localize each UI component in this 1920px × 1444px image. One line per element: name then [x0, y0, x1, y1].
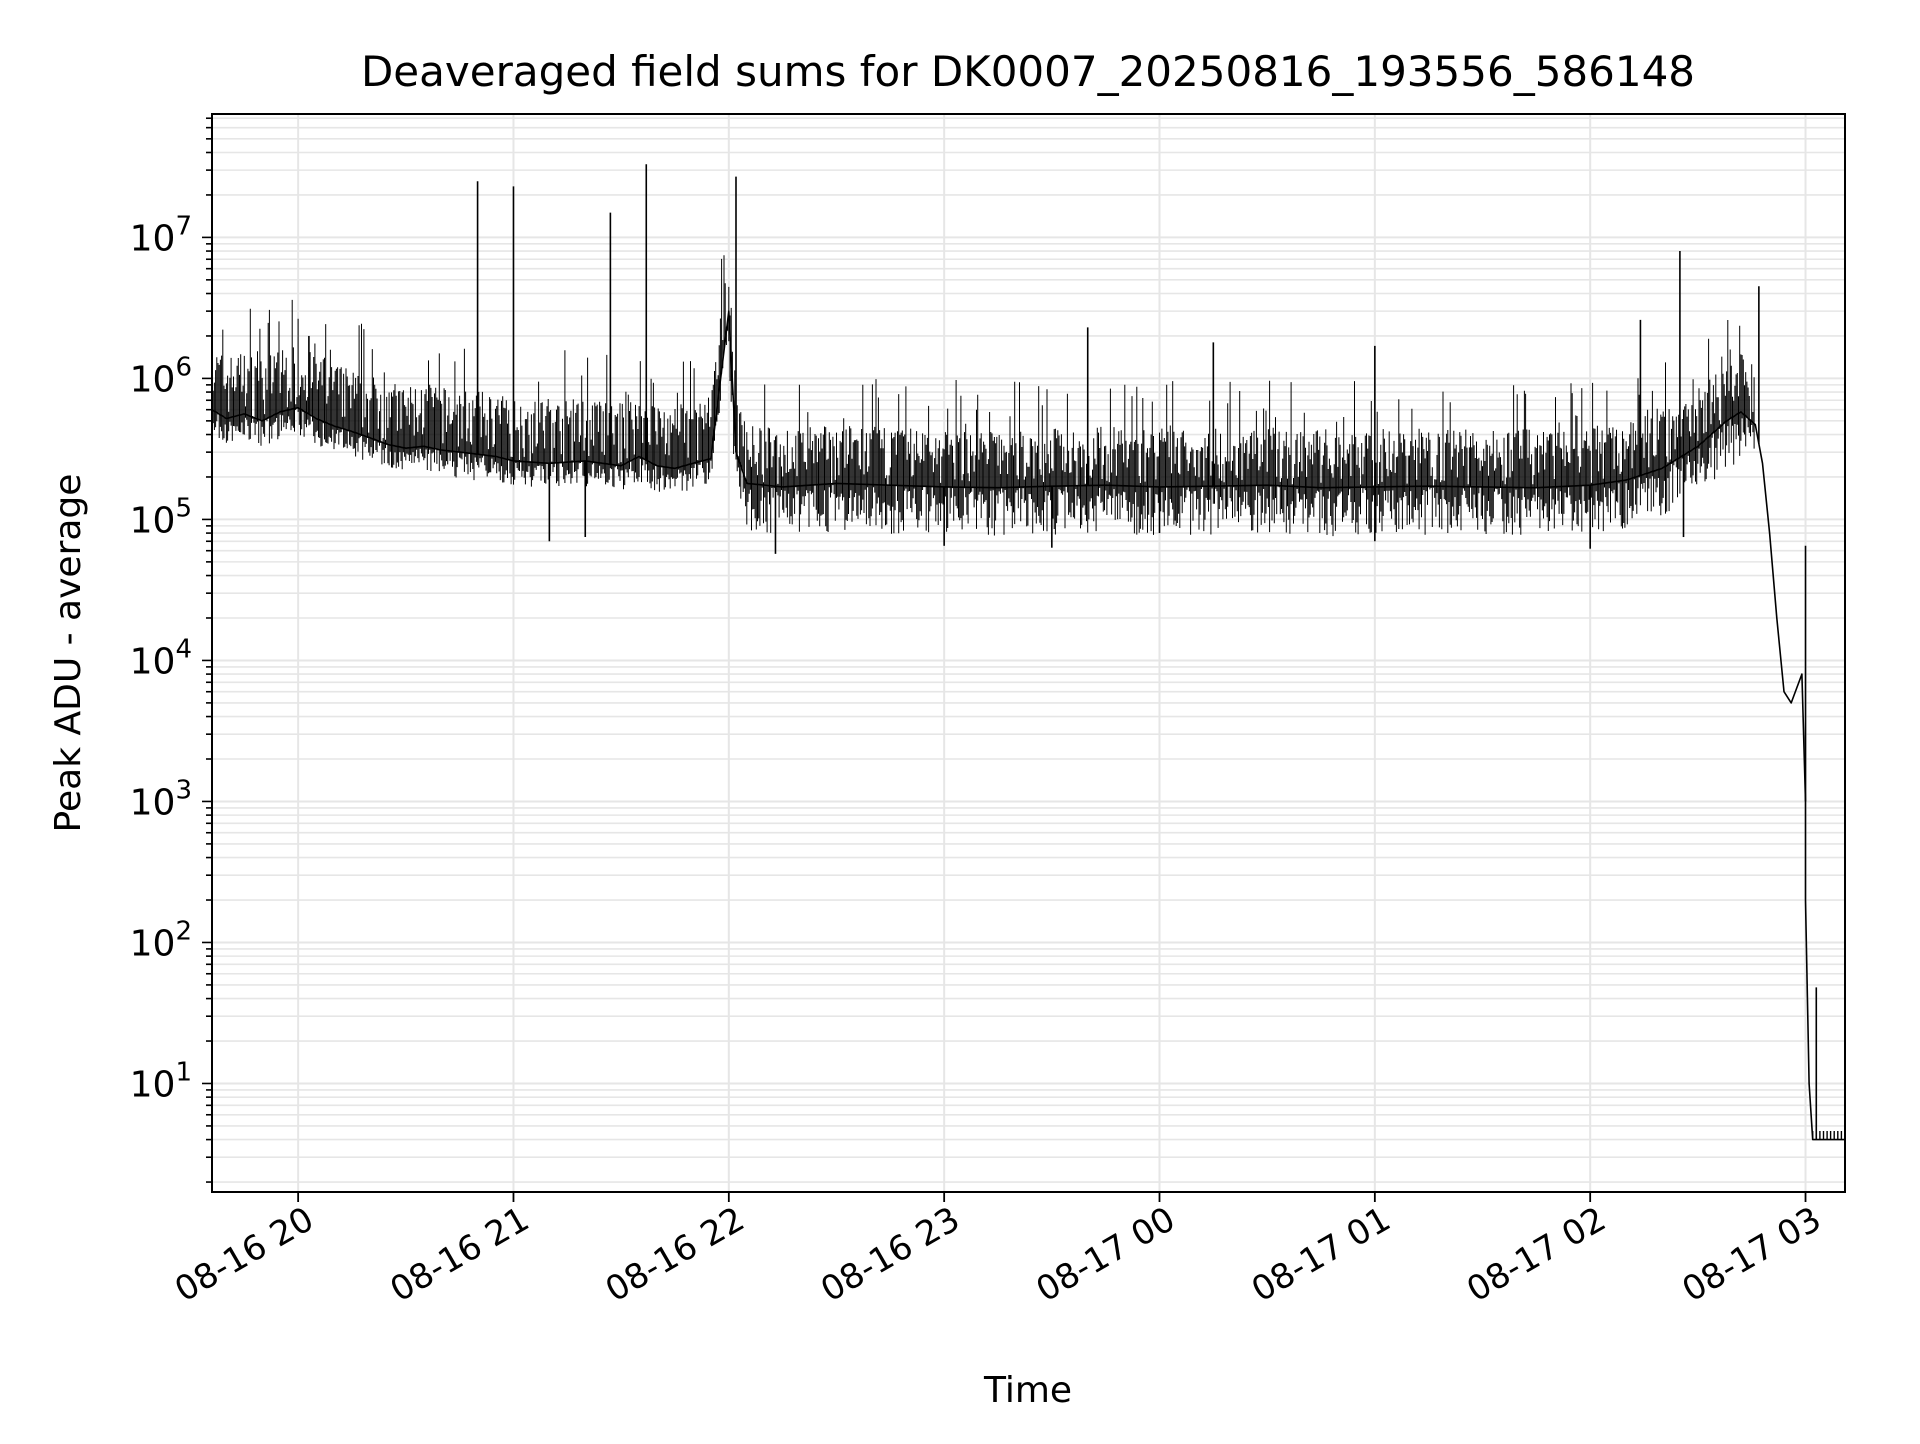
x-axis-label: Time — [983, 1370, 1072, 1411]
y-axis-label: Peak ADU - average — [48, 474, 89, 833]
y-tick-label: 106 — [130, 352, 192, 400]
y-tick-label: 102 — [130, 916, 192, 964]
plot-frame — [211, 113, 1846, 1193]
series-floor-comb — [1812, 1131, 1846, 1140]
series-layer — [211, 164, 1846, 1141]
chart-title: Deaveraged field sums for DK0007_2025081… — [361, 47, 1695, 96]
y-tick-label: 101 — [130, 1057, 192, 1105]
y-tick-label: 105 — [130, 493, 192, 541]
y-tick-label: 103 — [130, 775, 192, 823]
y-tick-label: 107 — [130, 211, 192, 259]
y-tick-label: 104 — [130, 634, 192, 682]
grid — [212, 114, 1845, 1192]
